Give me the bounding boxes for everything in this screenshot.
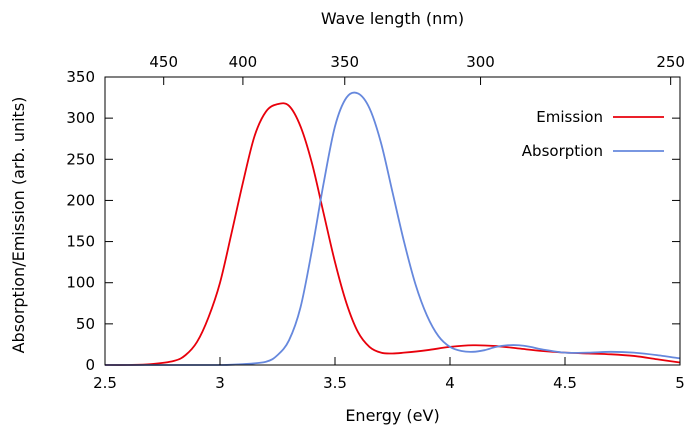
y-tick-label: 100 [66,274,95,292]
top-axis-tick-label: 450 [149,53,178,71]
series-line-absorption [105,91,681,366]
x-tick-label: 4 [445,374,455,392]
x-tick-label: 3 [215,374,225,392]
x-tick-label: 5 [675,374,685,392]
legend-label-absorption: Absorption [522,142,603,160]
series-line-emission [104,102,681,366]
x-axis-title: Energy (eV) [345,406,439,425]
y-tick-label: 250 [66,150,95,168]
y-axis-title: Absorption/Emission (arb. units) [9,97,28,354]
y-tick-label: 50 [76,315,95,333]
plot-curves [104,91,681,366]
y-tick-label: 350 [66,68,95,86]
y-tick-label: 300 [66,109,95,127]
top-axis-tick-label: 350 [330,53,359,71]
legend-label-emission: Emission [536,108,603,126]
top-axis-tick-label: 400 [229,53,258,71]
y-tick-label: 200 [66,191,95,209]
top-axis-title: Wave length (nm) [321,9,464,28]
x-tick-label: 4.5 [553,374,577,392]
plot-frame [104,76,681,366]
top-axis-tick-label: 300 [466,53,495,71]
x-tick-label: 3.5 [323,374,347,392]
top-axis-tick-label: 250 [656,53,685,71]
legend: Emission Absorption [522,108,664,160]
x-tick-label: 2.5 [93,374,117,392]
y-tick-label: 0 [85,356,95,374]
y-tick-label: 150 [66,233,95,251]
axis-ticks [104,76,681,366]
